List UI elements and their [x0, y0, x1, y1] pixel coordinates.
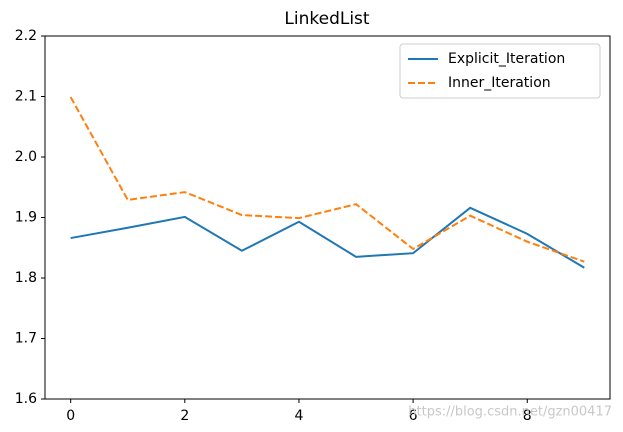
x-tick-label: 6	[409, 408, 418, 424]
series-line	[69, 96, 585, 263]
watermark: https://blog.csdn.net/gzn00417	[408, 405, 612, 420]
series-line	[70, 206, 585, 269]
x-tick-label: 4	[295, 408, 304, 424]
y-tick-label: 1.9	[15, 210, 37, 226]
y-tick-label: 1.6	[15, 391, 37, 407]
y-tick-label: 2.2	[15, 28, 37, 44]
legend-box	[399, 43, 601, 99]
legend-label: Explicit_Iteration	[448, 51, 565, 67]
y-tick-label: 1.7	[15, 331, 37, 347]
x-tick-label: 2	[180, 408, 189, 424]
x-tick-label: 0	[66, 408, 75, 424]
y-tick-label: 2.0	[15, 149, 37, 165]
chart-title: LinkedList	[284, 9, 370, 29]
legend-label: Inner_Iteration	[448, 75, 551, 91]
y-tick-label: 2.1	[15, 89, 37, 105]
x-tick-label: 8	[523, 408, 532, 424]
y-tick-label: 1.8	[15, 270, 37, 286]
